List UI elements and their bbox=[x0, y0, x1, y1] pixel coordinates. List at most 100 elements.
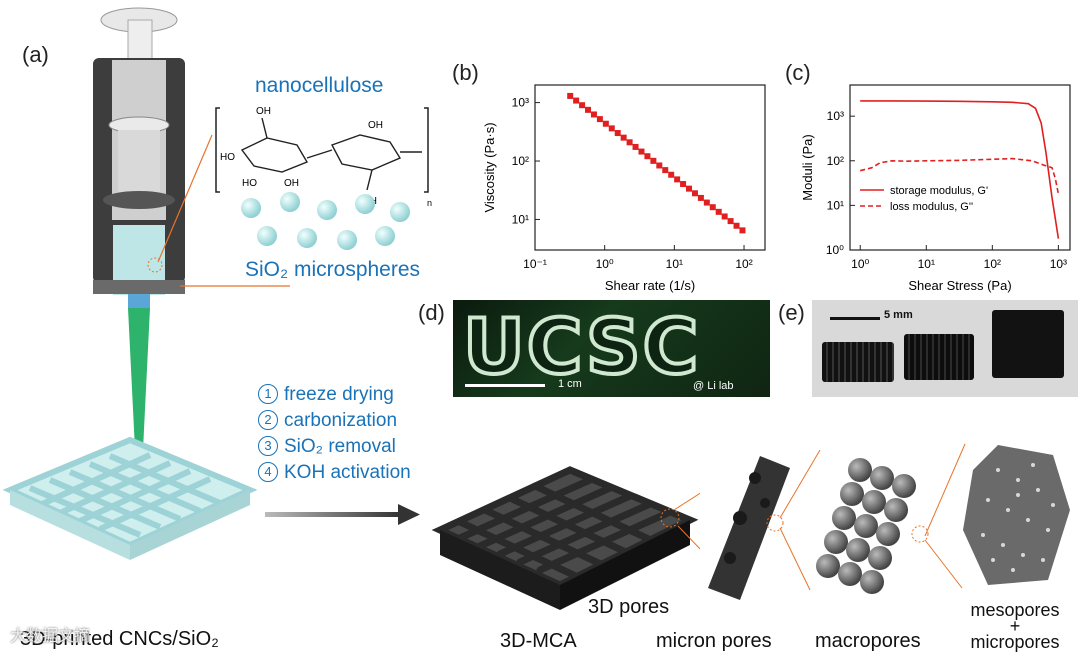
micropores-text: micropores bbox=[970, 632, 1060, 652]
block-1 bbox=[822, 342, 894, 382]
data-point-b bbox=[703, 199, 710, 206]
nanocellulose-label: nanocellulose bbox=[255, 74, 384, 97]
data-point-b bbox=[573, 97, 580, 104]
mca-lattice bbox=[431, 466, 700, 610]
data-point-b bbox=[715, 208, 722, 215]
watermark: 大数据文摘 bbox=[10, 628, 91, 645]
y-tick-label-c: 10¹ bbox=[827, 198, 844, 212]
data-point-b bbox=[691, 190, 698, 197]
y-tick-label-b: 10³ bbox=[512, 96, 529, 110]
viscosity-chart: 10⁻¹ 10⁰ 10¹ 10² 10¹ 10² 10³ Shear rate (1/s) Vi… bbox=[482, 84, 766, 293]
oh-label-1: OH bbox=[256, 106, 271, 117]
x-tick-label-b: 10¹ bbox=[666, 257, 683, 271]
x-tick-label-b: 10² bbox=[735, 257, 752, 271]
data-point-b bbox=[650, 157, 657, 164]
data-point-b bbox=[626, 139, 633, 146]
data-point-b bbox=[709, 204, 716, 211]
data-point-b bbox=[579, 102, 586, 109]
step-2: 2 carbonization bbox=[258, 408, 411, 434]
data-point-b bbox=[644, 153, 651, 160]
plot-frame-c bbox=[849, 84, 1071, 251]
panel-d-label: (d) bbox=[418, 300, 445, 325]
data-point-b bbox=[638, 148, 645, 155]
scale-label-d: 1 cm bbox=[558, 378, 582, 390]
ucsc-word: UCSC bbox=[461, 300, 701, 393]
x-tick-label-c: 10¹ bbox=[918, 257, 935, 271]
block-3 bbox=[992, 310, 1064, 378]
sio2-label: SiO₂ microspheres bbox=[245, 258, 421, 281]
plus-text: + bbox=[1009, 616, 1021, 636]
leader-lines bbox=[779, 443, 966, 591]
data-point-b bbox=[620, 134, 627, 141]
y-axis-label-c: Moduli (Pa) bbox=[800, 134, 815, 200]
micron-pore-strut bbox=[708, 456, 790, 600]
cellulose-structure: OH HO HO OH OH OH n bbox=[215, 106, 432, 208]
legend-label-c: storage modulus, G' bbox=[890, 185, 988, 197]
x-axis-label-b: Shear rate (1/s) bbox=[605, 278, 695, 293]
panel-c-label: (c) bbox=[785, 60, 811, 85]
credit-label: @ Li lab bbox=[693, 380, 734, 392]
data-point-b bbox=[680, 181, 687, 188]
data-point-b bbox=[567, 92, 574, 99]
blocks-photo: 5 mm bbox=[812, 300, 1078, 397]
printed-caption: 3D-printed CNCs/SiO₂ bbox=[20, 628, 219, 650]
data-point-b bbox=[614, 130, 621, 137]
y-tick-label-c: 10³ bbox=[827, 109, 844, 123]
data-point-b bbox=[608, 125, 615, 132]
macropores-label: macropores bbox=[815, 630, 921, 652]
process-steps: 1 freeze drying 2 carbonization 3 SiO₂ remo… bbox=[258, 382, 411, 486]
x-tick-label-c: 10³ bbox=[1050, 257, 1067, 271]
y-tick-label-b: 10² bbox=[512, 154, 529, 168]
oh-label-3: HO bbox=[242, 178, 257, 189]
step-4: 4 KOH activation bbox=[258, 460, 411, 486]
y-tick-label-c: 10² bbox=[827, 154, 844, 168]
data-point-b bbox=[686, 185, 693, 192]
micron-pores-label: micron pores bbox=[656, 630, 772, 652]
data-point-b bbox=[590, 111, 597, 118]
storage-modulus-line bbox=[860, 100, 1060, 239]
data-point-b bbox=[739, 227, 746, 234]
data-point-b bbox=[721, 213, 728, 220]
step-3: 3 SiO₂ removal bbox=[258, 434, 411, 460]
x-tick-label-b: 10⁰ bbox=[596, 257, 614, 271]
data-point-b bbox=[727, 218, 734, 225]
moduli-chart: 10⁰ 10¹ 10² 10³ 10⁰ 10¹ 10² 10³ Shear Stress (Pa… bbox=[800, 84, 1071, 293]
oh-label-5: OH bbox=[368, 120, 383, 131]
loss-modulus-line bbox=[860, 157, 1060, 195]
data-point-b bbox=[656, 162, 663, 169]
x-tick-label-b: 10⁻¹ bbox=[523, 257, 547, 271]
step-1: 1 freeze drying bbox=[258, 382, 411, 408]
oh-label-2: HO bbox=[220, 152, 235, 163]
panel-b-label: (b) bbox=[452, 60, 479, 85]
plot-frame-b bbox=[534, 84, 766, 251]
data-point-b bbox=[733, 222, 740, 229]
scale-bar-e bbox=[830, 317, 880, 320]
x-tick-label-c: 10² bbox=[984, 257, 1001, 271]
y-tick-label-c: 10⁰ bbox=[826, 243, 844, 257]
macropore-strut bbox=[816, 458, 929, 594]
meso-micro-label: mesopores + micropores bbox=[955, 600, 1075, 652]
data-point-b bbox=[585, 106, 592, 113]
data-point-b bbox=[668, 171, 675, 178]
scale-label-e: 5 mm bbox=[884, 309, 913, 321]
data-point-b bbox=[674, 176, 681, 183]
x-tick-label-c: 10⁰ bbox=[851, 257, 869, 271]
ucsc-photo: UCSC 1 cm @ Li lab bbox=[453, 300, 770, 397]
pores-3d-label: 3D pores bbox=[588, 596, 670, 618]
syringe-illustration bbox=[2, 7, 290, 560]
mesopores-text: mesopores bbox=[970, 600, 1060, 620]
block-2 bbox=[904, 334, 974, 380]
x-axis-label-c: Shear Stress (Pa) bbox=[908, 278, 1011, 293]
subscript-n: n bbox=[427, 198, 432, 208]
data-point-b bbox=[632, 143, 639, 150]
oh-label-4: OH bbox=[284, 178, 299, 189]
data-point-b bbox=[697, 194, 704, 201]
data-point-b bbox=[662, 167, 669, 174]
data-point-b bbox=[596, 116, 603, 123]
data-point-b bbox=[602, 120, 609, 127]
mca-label: 3D-MCA bbox=[500, 630, 577, 652]
process-arrow bbox=[265, 504, 420, 525]
y-axis-label-b: Viscosity (Pa·s) bbox=[482, 122, 497, 212]
mesopore-surface bbox=[963, 445, 1070, 585]
panel-a-label: (a) bbox=[22, 42, 49, 67]
